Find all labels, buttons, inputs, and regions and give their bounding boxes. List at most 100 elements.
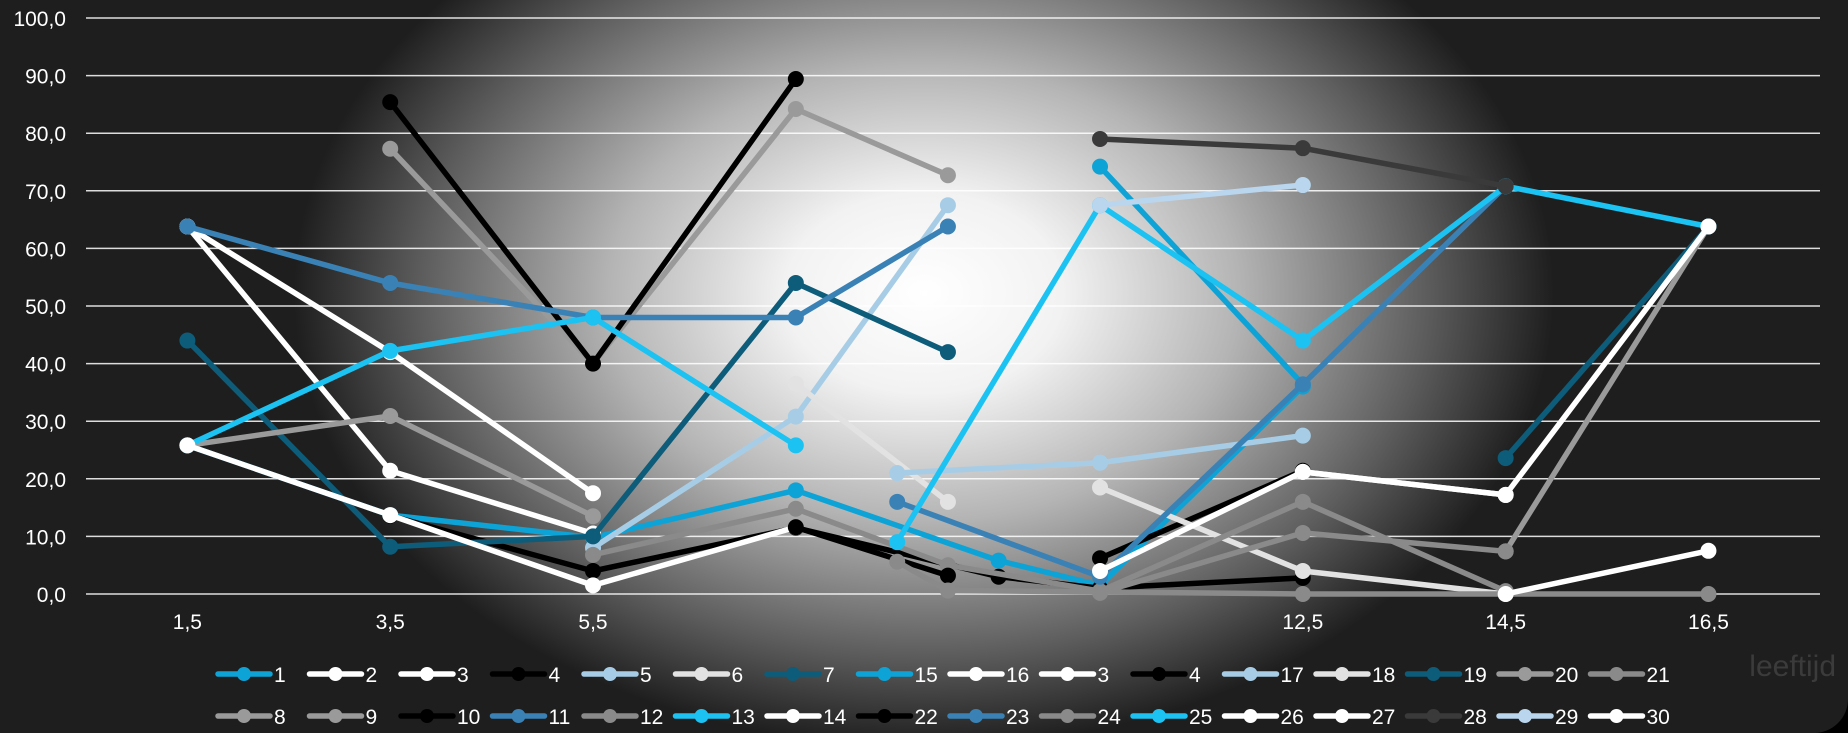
data-point xyxy=(889,534,906,551)
legend-label: 20 xyxy=(1555,664,1578,687)
legend-marker xyxy=(1609,709,1624,723)
legend-marker xyxy=(694,667,709,681)
legend-marker xyxy=(237,709,251,723)
series-line xyxy=(1502,548,1712,597)
data-point xyxy=(1092,562,1109,579)
series-14-group xyxy=(179,437,804,594)
legend-item: 27 xyxy=(1313,706,1395,729)
data-point xyxy=(1294,586,1311,602)
legend-marker xyxy=(237,667,251,681)
data-point xyxy=(889,493,906,510)
series-line xyxy=(387,106,951,367)
data-point xyxy=(939,344,956,361)
legend-label: 2 xyxy=(366,664,378,687)
legend-item: 3 xyxy=(1038,664,1110,687)
series-line xyxy=(793,381,951,505)
data-point xyxy=(1294,463,1311,480)
data-point xyxy=(179,218,196,235)
y-tick-label: 90,0 xyxy=(25,66,66,89)
legend-label: 5 xyxy=(640,664,652,687)
data-point xyxy=(585,528,602,545)
legend-marker xyxy=(1060,709,1075,723)
legend-item: 14 xyxy=(764,706,847,729)
series-line xyxy=(894,183,1509,580)
series-28-group xyxy=(1092,130,1514,195)
legend-marker xyxy=(969,709,983,723)
legend-item: 30 xyxy=(1587,706,1670,729)
series-line xyxy=(184,314,799,449)
legend-item: 4 xyxy=(489,664,561,687)
legend-label: 16 xyxy=(1006,664,1029,687)
data-point xyxy=(787,309,804,326)
legend-label: 28 xyxy=(1464,706,1487,729)
series-6-group xyxy=(787,375,956,510)
y-axis: 0,0 10,0 20,0 30,0 40,0 50,0 60,0 70,0 80,0 90,0 1… xyxy=(13,8,66,607)
data-point xyxy=(939,167,956,184)
legend-marker xyxy=(1518,709,1532,723)
data-point xyxy=(585,577,602,594)
legend-marker xyxy=(420,667,434,681)
data-point xyxy=(787,519,804,536)
legend-marker xyxy=(1152,709,1166,723)
data-point xyxy=(939,582,956,599)
legend-marker xyxy=(1243,709,1258,723)
legend-label: 4 xyxy=(549,664,561,687)
legend-item: 11 xyxy=(489,706,570,729)
legend-item: 26 xyxy=(1221,706,1304,729)
data-point xyxy=(179,437,196,454)
data-point xyxy=(787,500,804,517)
legend-marker xyxy=(877,667,892,681)
legend-label: 26 xyxy=(1281,706,1304,729)
legend-marker xyxy=(1243,667,1258,681)
y-tick-label: 100,0 xyxy=(13,8,66,31)
data-point xyxy=(1497,486,1514,503)
data-point xyxy=(382,274,399,291)
legend-marker xyxy=(511,667,526,681)
data-point xyxy=(1497,543,1514,560)
legend-label: 18 xyxy=(1372,664,1395,687)
y-tick-label: 20,0 xyxy=(25,469,66,492)
legend-label: 22 xyxy=(915,706,938,729)
legend-label: 3 xyxy=(1098,664,1110,687)
legend-label: 19 xyxy=(1464,664,1487,687)
legend-item: 8 xyxy=(215,706,286,729)
data-point xyxy=(787,482,804,499)
legend-item: 4 xyxy=(1130,664,1201,687)
data-point xyxy=(382,507,399,524)
legend-label: 13 xyxy=(732,706,755,729)
legend-label: 14 xyxy=(823,706,847,729)
series-group xyxy=(179,71,1717,602)
legend-label: 21 xyxy=(1647,664,1670,687)
legend-marker xyxy=(603,667,617,681)
x-tick-label: 3,5 xyxy=(376,611,405,634)
series-line xyxy=(590,499,1509,594)
data-point xyxy=(990,552,1007,569)
data-point xyxy=(382,462,399,479)
legend-marker xyxy=(1060,667,1075,681)
data-point xyxy=(939,197,956,214)
data-point xyxy=(382,538,399,555)
data-point xyxy=(1294,524,1311,541)
x-axis: 1,5 3,5 5,5 12,5 14,5 16,5 xyxy=(173,611,1729,634)
legend-item: 9 xyxy=(306,706,377,729)
data-point xyxy=(1497,586,1514,602)
data-point xyxy=(787,408,804,425)
legend-item: 1 xyxy=(215,664,286,687)
x-axis-title: leeftijd xyxy=(1749,650,1836,683)
data-point xyxy=(1497,178,1514,195)
legend: 1 2 3 4 5 6 7 15 16 3 4 17 18 19 20 218 9 10 11 12 13 14 22 23 2… xyxy=(215,664,1670,729)
series-17-group xyxy=(889,427,1311,482)
gridlines xyxy=(86,17,1820,595)
legend-item: 10 xyxy=(398,706,480,729)
legend-marker xyxy=(694,709,709,723)
legend-label: 17 xyxy=(1281,664,1304,687)
series-8-group xyxy=(179,408,602,525)
series-line xyxy=(1502,223,1712,461)
legend-label: 24 xyxy=(1098,706,1122,729)
legend-marker xyxy=(877,709,892,723)
data-point xyxy=(889,465,906,482)
legend-item: 12 xyxy=(581,706,663,729)
legend-item: 21 xyxy=(1587,664,1670,687)
